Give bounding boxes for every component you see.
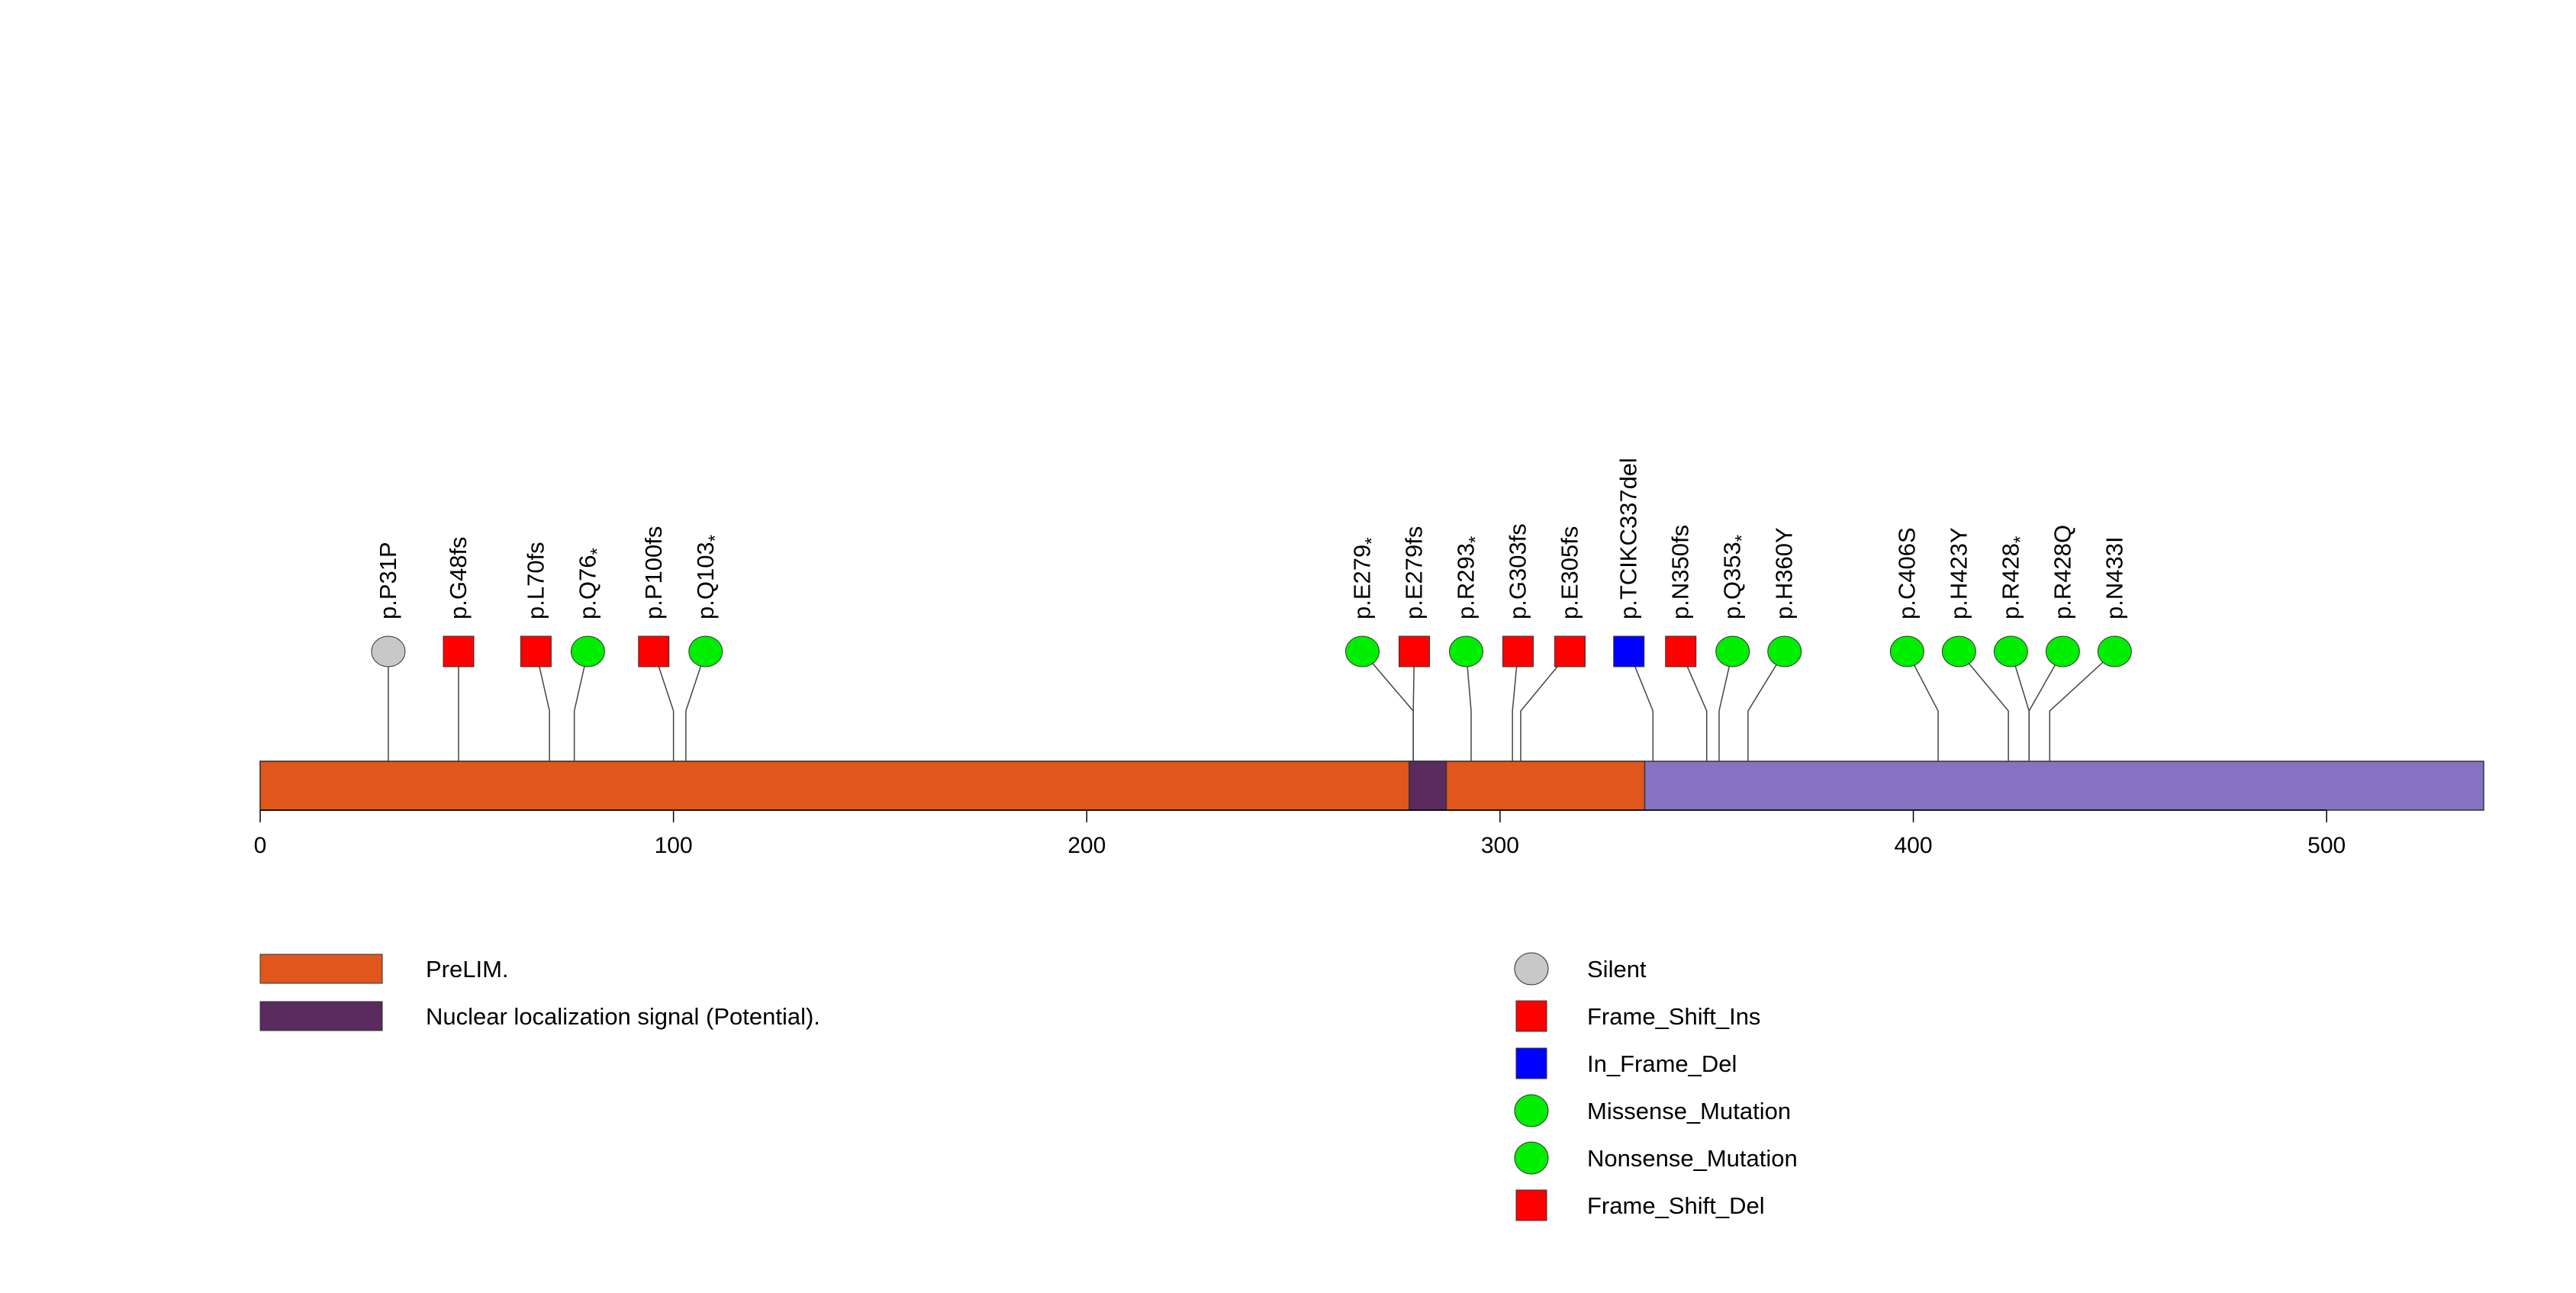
mutation-p-p100fs-4-label: p.P100fs	[640, 526, 667, 619]
mutation-p-p100fs-4-marker	[638, 635, 670, 667]
mutation-p-q353-13-marker	[1715, 635, 1750, 667]
mutation-p-h360y-14-label: p.H360Y	[1771, 527, 1798, 619]
legend-label-frame-shift-del: Frame_Shift_Del	[1587, 1192, 1765, 1219]
mutation-p-n350fs-12-stem	[1680, 651, 1708, 761]
mutation-p-q76-3-marker	[570, 635, 605, 667]
mutation-labels-layer: p.P31P p.G48fs p.L70fs p.Q76* p.P100fs p.Q103…	[375, 458, 2127, 619]
x-tick-label-500: 500	[2307, 833, 2346, 858]
legend-marker-silent	[1514, 952, 1549, 986]
mutation-p-g303fs-9-stem	[1512, 651, 1519, 761]
legend-marker-frame-shift-ins	[1515, 1000, 1547, 1032]
mutation-p-g48fs-1-label: p.G48fs	[445, 536, 472, 619]
x-tick-label-200: 200	[1067, 833, 1106, 858]
legend-label-prelim: PreLIM.	[426, 956, 509, 983]
mutation-p-l70fs-2-stem	[535, 651, 550, 761]
mutation-p-h360y-14-stem	[1747, 651, 1785, 761]
mutation-p-r293-8-label: p.R293*	[1452, 536, 1486, 619]
mutation-p-q103-5-marker	[688, 635, 723, 667]
mutation-p-e279-6-label: p.E279*	[1348, 537, 1382, 619]
mutation-p-n350fs-12-label: p.N350fs	[1667, 525, 1694, 619]
mutation-p-c406s-15-label: p.C406S	[1893, 527, 1920, 619]
mutation-p-q103-5-stem	[685, 651, 707, 761]
legend-label-missense-mutation: Missense_Mutation	[1587, 1098, 1791, 1124]
mutation-p-q353-13-label: p.Q353*	[1719, 535, 1753, 619]
mutation-p-tcikc337del-11-label: p.TCIKC337del	[1615, 458, 1642, 619]
mutation-p-q103-5-label: p.Q103*	[692, 535, 726, 619]
mutation-p-tcikc337del-11-marker	[1613, 635, 1645, 667]
legend-label-nonsense-mutation: Nonsense_Mutation	[1587, 1145, 1798, 1172]
x-tick-label-100: 100	[655, 833, 693, 858]
legend-label-in-frame-del: In_Frame_Del	[1587, 1050, 1737, 1077]
mutation-p-n350fs-12-marker	[1665, 635, 1697, 667]
markers-layer	[371, 635, 2132, 667]
mutation-p-q353-13-stem	[1718, 651, 1734, 761]
mutation-p-r293-8-marker	[1448, 635, 1483, 667]
domain-legend: PreLIM. Nuclear localization signal (Pote…	[259, 954, 820, 1031]
mutation-p-l70fs-2-label: p.L70fs	[522, 542, 549, 619]
mutation-p-c406s-15-stem	[1906, 651, 1939, 761]
mutation-p-g303fs-9-marker	[1502, 635, 1534, 667]
x-axis: 0 100 200 300 400 500	[254, 809, 2346, 858]
mutation-p-q76-3-stem	[573, 651, 589, 761]
mutation-p-e279-6-marker	[1344, 635, 1380, 667]
mutation-p-g48fs-1-marker	[443, 635, 475, 667]
legend-marker-nonsense-mutation	[1514, 1141, 1549, 1175]
mutation-p-e305fs-10-marker	[1554, 635, 1586, 667]
mutation-p-r428-17-stem	[2010, 651, 2030, 761]
mutation-type-legend: Silent Frame_Shift_Ins In_Frame_Del Missens…	[1514, 952, 1798, 1221]
legend-swatch-prelim	[259, 954, 383, 984]
mutation-p-n433i-19-stem	[2049, 651, 2115, 761]
mutation-p-l70fs-2-marker	[520, 635, 552, 667]
mutation-p-e305fs-10-stem	[1520, 651, 1571, 761]
mutation-p-h360y-14-marker	[1767, 635, 1802, 667]
x-tick-label-0: 0	[254, 833, 267, 858]
legend-label-silent: Silent	[1587, 956, 1647, 983]
legend-marker-frame-shift-del	[1515, 1189, 1547, 1221]
x-tick-label-400: 400	[1895, 833, 1933, 858]
mutation-p-c406s-15-marker	[1889, 635, 1924, 667]
x-tick-label-300: 300	[1481, 833, 1519, 858]
legend-label-frame-shift-ins: Frame_Shift_Ins	[1587, 1003, 1760, 1030]
mutation-p-p31p-0-marker	[371, 635, 406, 667]
legend-marker-in-frame-del	[1515, 1047, 1547, 1079]
mutation-p-r428-17-marker	[1993, 635, 2028, 667]
mutation-p-h423y-16-marker	[1941, 635, 1976, 667]
mutation-p-r428q-18-label: p.R428Q	[2049, 525, 2075, 619]
mutation-p-e279fs-7-label: p.E279fs	[1400, 526, 1427, 619]
mutation-p-r293-8-stem	[1465, 651, 1472, 761]
mutation-p-p100fs-4-stem	[653, 651, 675, 761]
stems-layer	[388, 651, 2115, 761]
mutation-p-e279fs-7-marker	[1398, 635, 1430, 667]
mutation-p-h423y-16-stem	[1958, 651, 2009, 761]
legend-swatch-nuclear-localization-signal-potential	[259, 1001, 383, 1031]
domain-nuclear-localization-signal-potential	[1408, 761, 1447, 811]
mutation-p-r428q-18-stem	[2028, 651, 2064, 761]
mutation-p-h423y-16-label: p.H423Y	[1945, 527, 1972, 619]
mutation-p-e279-6-stem	[1361, 651, 1414, 761]
protein-layer	[259, 761, 2484, 811]
mutation-p-q76-3-label: p.Q76*	[574, 548, 607, 619]
legend-label-nuclear-localization-signal-potential: Nuclear localization signal (Potential).	[426, 1003, 820, 1030]
mutation-p-e279fs-7-stem	[1412, 651, 1415, 761]
legend-marker-missense-mutation	[1514, 1094, 1549, 1127]
mutation-p-r428-17-label: p.R428*	[1997, 536, 2030, 619]
mutation-p-g303fs-9-label: p.G303fs	[1504, 523, 1531, 619]
mutation-p-tcikc337del-11-stem	[1628, 651, 1654, 761]
mutation-p-n433i-19-marker	[2097, 635, 2132, 667]
mutation-p-n433i-19-label: p.N433I	[2101, 536, 2127, 619]
mutation-p-e305fs-10-label: p.E305fs	[1556, 526, 1583, 619]
mutation-p-r428q-18-marker	[2045, 635, 2080, 667]
mutation-p-p31p-0-label: p.P31P	[375, 542, 401, 619]
